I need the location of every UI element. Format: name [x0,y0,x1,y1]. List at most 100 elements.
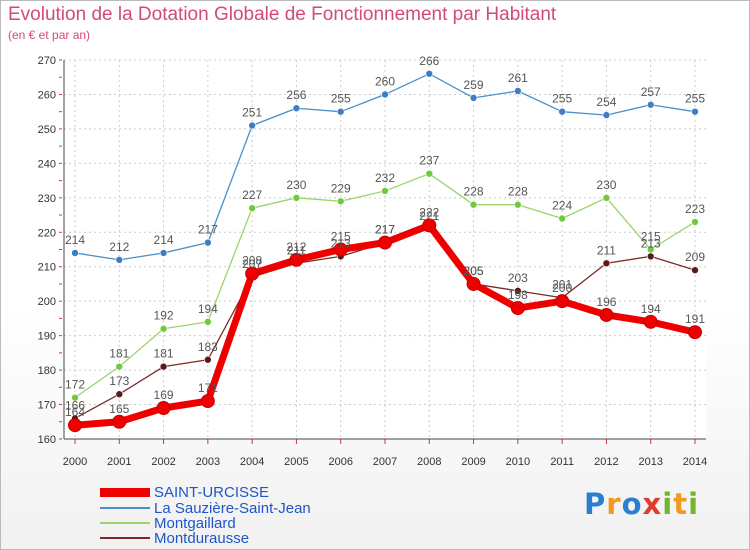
y-tick-label: 160 [38,434,56,446]
legend-label-montgaillard: Montgaillard [154,515,236,532]
data-label-saint-urcisse: 215 [331,230,351,244]
logo-letter: x [642,487,663,521]
data-label-montdurausse: 213 [641,236,661,250]
data-label-montgaillard: 228 [508,185,528,199]
data-label-saint-urcisse: 200 [552,281,572,295]
legend-swatch-montgaillard [100,522,150,524]
x-tick-label: 2001 [107,456,131,468]
data-label-montgaillard: 232 [375,171,395,185]
data-label-montdurausse: 213 [331,236,351,250]
x-tick-label: 2008 [417,456,441,468]
data-point-montdurausse [602,259,611,268]
data-point-montgaillard [159,324,168,333]
data-label-saint-urcisse: 198 [508,288,528,302]
legend-label-saint-urcisse: SAINT-URCISSE [154,484,270,501]
data-point-saint-urcisse [245,266,260,281]
data-label-la-sauzi-re-saint-jean: 217 [198,223,218,237]
data-point-montgaillard [425,169,434,178]
y-tick-label: 260 [38,89,56,101]
data-label-montdurausse: 173 [109,374,129,388]
data-point-la-sauzi-re-saint-jean [469,94,478,102]
data-point-saint-urcisse [688,325,702,340]
data-label-montgaillard: 181 [109,347,129,361]
data-label-la-sauzi-re-saint-jean: 255 [685,92,705,106]
data-label-montgaillard: 230 [286,178,306,192]
data-label-la-sauzi-re-saint-jean: 260 [375,74,395,88]
data-point-montgaillard [71,393,79,402]
data-label-saint-urcisse: 191 [685,312,705,326]
data-label-saint-urcisse: 165 [109,402,129,416]
proxiti-logo: Proxiti [584,487,699,521]
logo-letter: o [621,487,643,521]
data-label-saint-urcisse: 164 [65,405,85,419]
data-label-la-sauzi-re-saint-jean: 255 [552,92,572,106]
data-point-montdurausse [115,390,124,399]
data-label-saint-urcisse: 169 [154,388,174,402]
data-point-la-sauzi-re-saint-jean [691,107,699,116]
data-point-montdurausse [204,355,212,364]
data-label-saint-urcisse: 205 [464,264,484,278]
y-tick-label: 200 [38,296,56,308]
data-point-saint-urcisse [378,235,392,250]
legend-item-saint-urcisse: SAINT-URCISSE [100,484,420,502]
data-point-la-sauzi-re-saint-jean [71,249,79,257]
data-label-la-sauzi-re-saint-jean: 261 [508,71,528,85]
data-point-la-sauzi-re-saint-jean [558,107,566,116]
x-tick-label: 2007 [373,456,397,468]
y-tick-label: 240 [38,158,56,170]
logo-letter: i [688,487,700,521]
data-point-saint-urcisse [555,294,570,309]
y-tick-label: 230 [38,193,56,205]
data-point-montgaillard [204,318,212,326]
data-label-montgaillard: 223 [685,202,705,216]
data-label-montgaillard: 227 [242,188,262,202]
y-tick-label: 170 [38,400,56,412]
logo-letter: i [662,487,674,521]
x-tick-label: 2012 [594,456,618,468]
legend-swatch-montdurausse [100,537,150,539]
data-label-la-sauzi-re-saint-jean: 214 [65,233,85,247]
data-point-montgaillard [602,194,611,202]
data-label-la-sauzi-re-saint-jean: 212 [109,240,129,254]
data-point-la-sauzi-re-saint-jean [248,121,256,130]
y-tick-label: 270 [38,55,56,67]
data-label-montdurausse: 166 [65,398,85,412]
x-tick-label: 2011 [550,456,574,468]
data-point-saint-urcisse [289,252,304,267]
data-label-saint-urcisse: 194 [641,302,661,316]
data-point-la-sauzi-re-saint-jean [204,238,212,247]
x-tick-label: 2000 [63,456,87,468]
data-label-montgaillard: 228 [464,185,484,199]
x-tick-label: 2009 [461,456,485,468]
data-label-saint-urcisse: 208 [242,254,262,268]
data-point-montgaillard [248,204,256,212]
data-label-la-sauzi-re-saint-jean: 214 [154,233,174,247]
x-tick-label: 2005 [284,456,308,468]
data-point-saint-urcisse [156,400,171,415]
data-label-montdurausse: 217 [375,223,395,237]
legend-label-montdurausse: Montdurausse [154,530,250,547]
data-label-montgaillard: 224 [552,198,572,212]
data-point-saint-urcisse [200,394,215,409]
data-point-la-sauzi-re-saint-jean [514,87,522,95]
data-label-saint-urcisse: 196 [596,295,616,309]
legend-item-la-sauziere: La Sauzière-Saint-Jean [100,500,420,518]
logo-letter: r [606,487,622,521]
data-label-montdurausse: 203 [508,271,528,285]
data-label-la-sauzi-re-saint-jean: 257 [641,85,661,99]
chart-title: Evolution de la Dotation Globale de Fonc… [8,4,557,25]
data-label-montgaillard: 215 [641,230,661,244]
data-label-montdurausse: 183 [198,340,218,354]
data-label-la-sauzi-re-saint-jean: 254 [596,95,616,109]
y-tick-label: 220 [38,227,56,239]
data-label-montgaillard: 229 [331,181,351,195]
legend-item-montdurausse: Montdurausse [100,530,420,548]
data-label-montdurausse: 201 [552,278,572,292]
data-point-saint-urcisse [466,276,481,291]
data-point-la-sauzi-re-saint-jean [115,256,124,264]
data-label-saint-urcisse: 212 [286,240,306,254]
data-point-la-sauzi-re-saint-jean [292,104,301,113]
data-point-saint-urcisse [510,301,525,316]
data-label-montgaillard: 230 [596,178,616,192]
